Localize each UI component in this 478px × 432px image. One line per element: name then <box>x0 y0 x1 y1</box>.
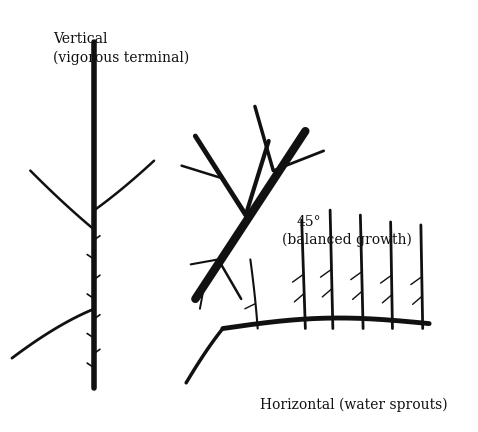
Text: 45°: 45° <box>296 215 321 229</box>
Text: Horizontal (water sprouts): Horizontal (water sprouts) <box>260 397 447 412</box>
Text: Vertical: Vertical <box>53 32 108 46</box>
Text: (vigorous terminal): (vigorous terminal) <box>53 50 189 64</box>
Text: (balanced growth): (balanced growth) <box>282 233 413 247</box>
